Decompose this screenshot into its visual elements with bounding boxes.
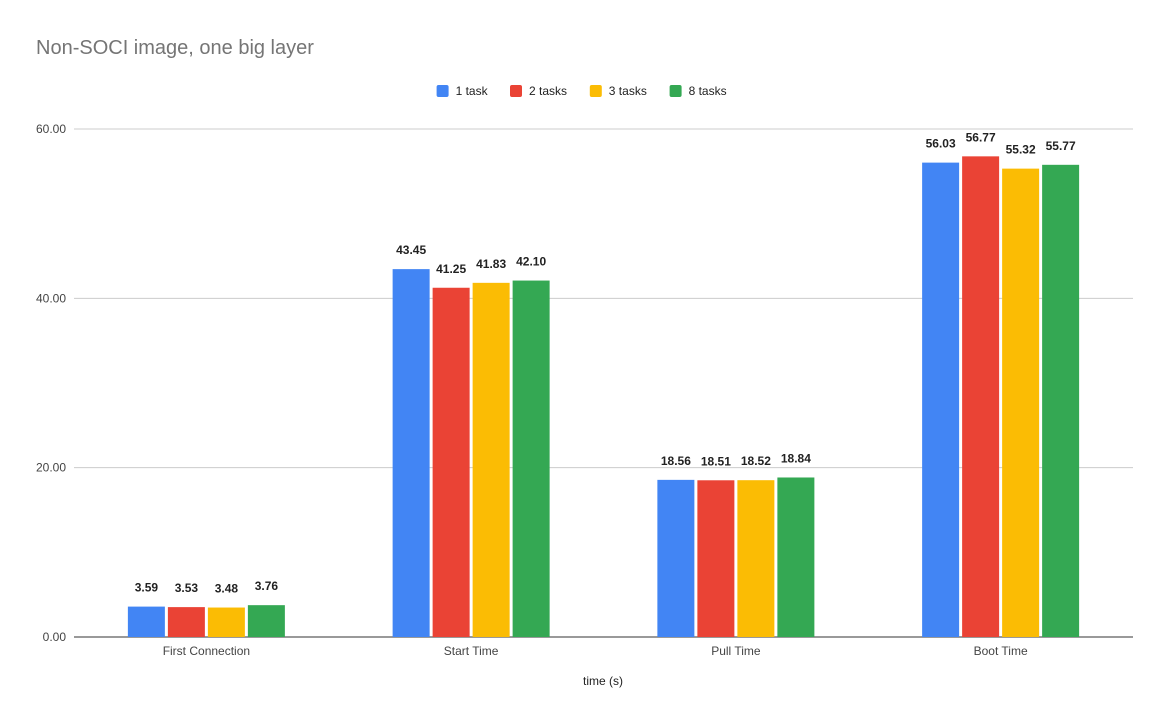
y-axis-ticks: 0.00 20.00 40.00 60.00 <box>36 122 66 644</box>
data-label-first-connection-2-tasks: 3.53 <box>175 581 199 595</box>
x-tick-label: First Connection <box>163 644 250 658</box>
bar-pull-time-3-tasks <box>737 480 775 637</box>
data-label-boot-time-8-tasks: 55.77 <box>1046 139 1076 153</box>
x-axis-title: time (s) <box>583 674 623 688</box>
data-label-start-time-8-tasks: 42.10 <box>516 255 546 269</box>
data-label-pull-time-3-tasks: 18.52 <box>741 454 771 468</box>
data-label-first-connection-8-tasks: 3.76 <box>255 579 279 593</box>
data-label-boot-time-3-tasks: 55.32 <box>1006 143 1036 157</box>
data-label-boot-time-1-task: 56.03 <box>926 137 956 151</box>
legend-swatch-8-tasks <box>669 85 682 97</box>
bars <box>127 156 1080 637</box>
legend-label-2-tasks: 2 tasks <box>529 84 567 98</box>
data-label-pull-time-1-task: 18.56 <box>661 454 691 468</box>
data-label-start-time-1-task: 43.45 <box>396 243 426 257</box>
data-label-first-connection-3-tasks: 3.48 <box>215 582 239 596</box>
legend-label-3-tasks: 3 tasks <box>609 84 647 98</box>
x-axis-ticks: First Connection Start Time Pull Time Boot … <box>163 644 1028 658</box>
bar-first-connection-1-task <box>127 606 165 637</box>
legend: 1 task 2 tasks 3 tasks 8 tasks <box>436 84 727 98</box>
bar-first-connection-3-tasks <box>207 607 245 637</box>
data-label-start-time-3-tasks: 41.83 <box>476 257 506 271</box>
bar-boot-time-1-task <box>922 162 960 637</box>
data-label-pull-time-8-tasks: 18.84 <box>781 451 811 465</box>
bar-pull-time-2-tasks <box>697 480 735 637</box>
y-tick-label: 60.00 <box>36 122 66 136</box>
data-label-start-time-2-tasks: 41.25 <box>436 262 466 276</box>
legend-swatch-3-tasks <box>589 85 602 97</box>
x-tick-label: Pull Time <box>711 644 761 658</box>
bar-start-time-8-tasks <box>512 280 550 637</box>
bar-start-time-1-task <box>392 269 430 637</box>
y-tick-label: 0.00 <box>43 630 67 644</box>
bar-start-time-3-tasks <box>472 282 510 637</box>
bar-first-connection-8-tasks <box>247 605 285 637</box>
y-tick-label: 40.00 <box>36 291 66 305</box>
bar-boot-time-3-tasks <box>1002 168 1040 637</box>
y-tick-label: 20.00 <box>36 461 66 475</box>
x-tick-label: Boot Time <box>974 644 1028 658</box>
legend-label-1-task: 1 task <box>456 84 489 98</box>
legend-label-8-tasks: 8 tasks <box>689 84 727 98</box>
bar-boot-time-2-tasks <box>962 156 1000 637</box>
data-label-pull-time-2-tasks: 18.51 <box>701 454 731 468</box>
data-label-boot-time-2-tasks: 56.77 <box>966 130 996 144</box>
legend-swatch-2-tasks <box>510 85 522 97</box>
bar-first-connection-2-tasks <box>167 607 205 637</box>
chart-title: Non-SOCI image, one big layer <box>36 37 314 59</box>
legend-swatch-1-task <box>436 85 449 97</box>
bar-pull-time-8-tasks <box>777 477 815 637</box>
bar-start-time-2-tasks <box>432 287 470 637</box>
x-tick-label: Start Time <box>444 644 499 658</box>
data-label-first-connection-1-task: 3.59 <box>135 581 159 595</box>
bar-pull-time-1-task <box>657 479 695 637</box>
bar-boot-time-8-tasks <box>1042 164 1080 637</box>
data-labels: 3.59 3.53 3.48 3.76 43.45 41.25 41.83 42.10 18.5… <box>135 130 1076 595</box>
